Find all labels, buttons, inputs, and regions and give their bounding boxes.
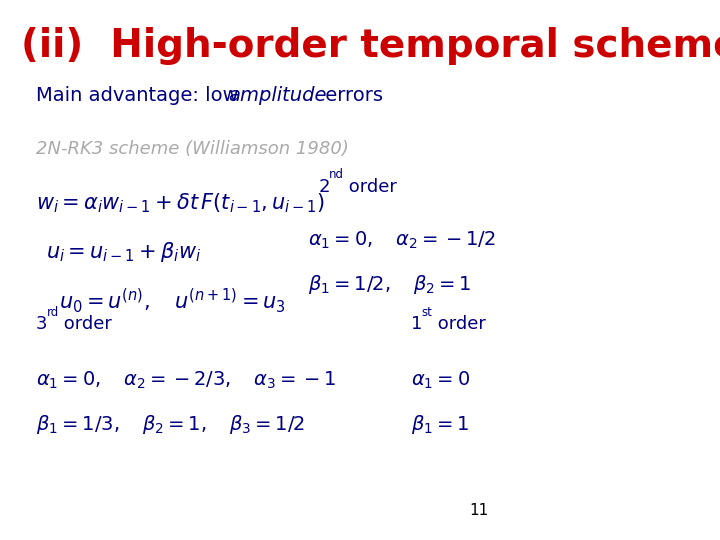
Text: $u_i = u_{i-1} + \beta_i w_i$: $u_i = u_{i-1} + \beta_i w_i$ — [46, 240, 202, 264]
Text: errors: errors — [319, 86, 383, 105]
Text: $\beta_1 = 1/3,\quad \beta_2 = 1,\quad \beta_3 = 1/2$: $\beta_1 = 1/3,\quad \beta_2 = 1,\quad \… — [36, 413, 305, 436]
Text: (ii)  High-order temporal schemes: (ii) High-order temporal schemes — [21, 27, 720, 65]
Text: $\alpha_1 = 0$: $\alpha_1 = 0$ — [411, 370, 470, 391]
Text: $\beta_1 = 1/2,\quad \beta_2 = 1$: $\beta_1 = 1/2,\quad \beta_2 = 1$ — [308, 273, 472, 296]
Text: order: order — [58, 315, 112, 333]
Text: $w_i = \alpha_i w_{i-1} + \delta t\, F(t_{i-1}, u_{i-1})$: $w_i = \alpha_i w_{i-1} + \delta t\, F(t… — [36, 192, 325, 215]
Text: nd: nd — [329, 168, 344, 181]
Text: order: order — [432, 315, 485, 333]
Text: Main advantage: low: Main advantage: low — [36, 86, 245, 105]
Text: 1: 1 — [411, 315, 423, 333]
Text: st: st — [422, 306, 433, 319]
Text: $\beta_1 = 1$: $\beta_1 = 1$ — [411, 413, 469, 436]
Text: 2N-RK3 scheme (Williamson 1980): 2N-RK3 scheme (Williamson 1980) — [36, 140, 349, 158]
Text: 2: 2 — [319, 178, 330, 195]
Text: $\alpha_1 = 0,\quad \alpha_2 = -1/2$: $\alpha_1 = 0,\quad \alpha_2 = -1/2$ — [308, 230, 496, 251]
Text: amplitude: amplitude — [228, 86, 327, 105]
Text: rd: rd — [47, 306, 59, 319]
Text: 11: 11 — [469, 503, 488, 518]
Text: order: order — [343, 178, 397, 195]
Text: 3: 3 — [36, 315, 48, 333]
Text: $u_0 = u^{(n)}, \quad u^{(n+1)} = u_3$: $u_0 = u^{(n)}, \quad u^{(n+1)} = u_3$ — [59, 286, 286, 315]
Text: $\alpha_1 = 0,\quad \alpha_2 = -2/3,\quad \alpha_3 = -1$: $\alpha_1 = 0,\quad \alpha_2 = -2/3,\qua… — [36, 370, 336, 391]
